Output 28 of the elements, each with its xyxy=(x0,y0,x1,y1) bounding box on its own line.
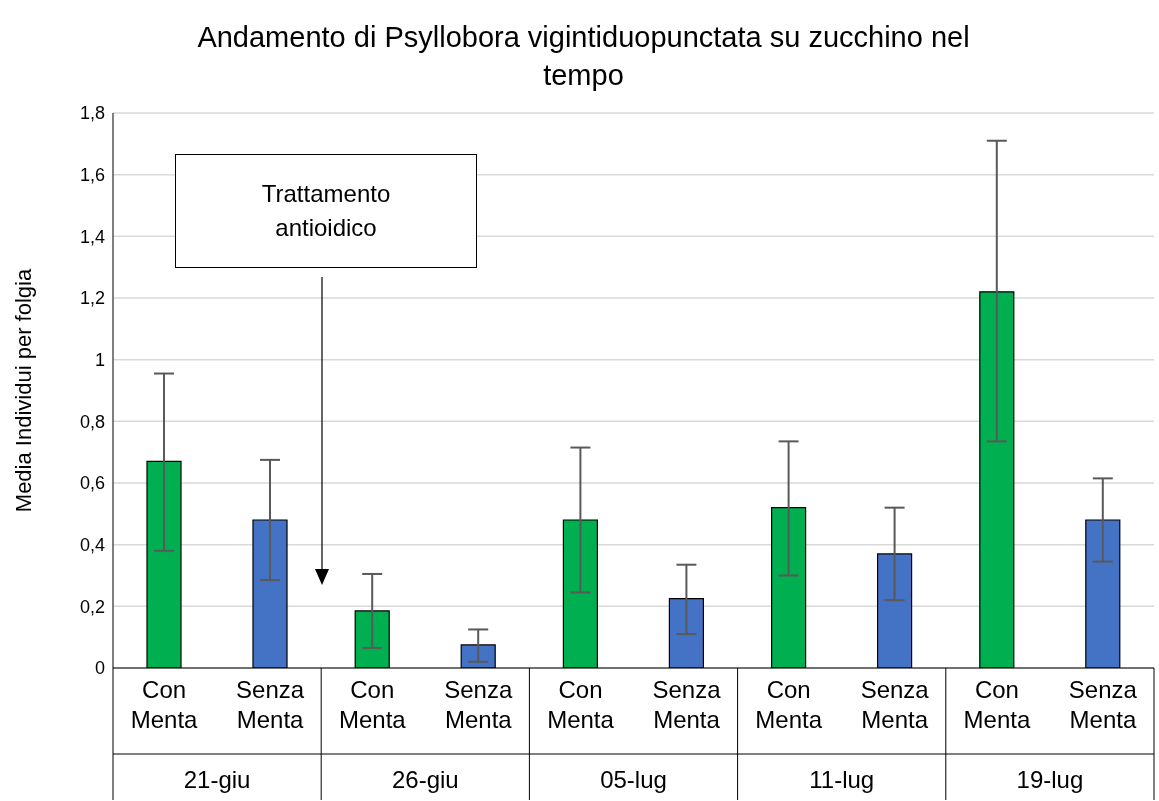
y-tick-label: 1,6 xyxy=(79,165,105,186)
text: Senza Menta xyxy=(860,676,929,733)
y-tick-label: 1 xyxy=(94,350,105,371)
y-axis-title: Media Individui per folgia xyxy=(10,268,36,513)
text: Senza Menta xyxy=(1068,676,1137,733)
callout-box: Trattamento antioidico xyxy=(175,154,477,268)
series-label: Con Menta xyxy=(130,676,199,733)
y-tick-label: 0 xyxy=(94,658,105,679)
x-tick-label: 26-giu xyxy=(391,766,459,793)
text: Con Menta xyxy=(338,676,406,733)
text: Con Menta xyxy=(755,676,823,733)
text: Senza Menta xyxy=(236,676,305,733)
chart-title: Andamento di Psyllobora vigintiduopunctata su zucchino nel tempo xyxy=(196,19,971,93)
y-tick-label: 1,8 xyxy=(79,103,105,124)
series-label: Senza Menta xyxy=(652,676,722,733)
y-tick-label: 0,2 xyxy=(79,596,105,617)
text: Con Menta xyxy=(547,676,614,733)
x-tick-label: 21-giu xyxy=(183,766,251,793)
y-tick-label: 1,2 xyxy=(79,288,105,309)
y-tick-label: 0,4 xyxy=(79,535,105,556)
y-tick-label: 0,8 xyxy=(79,411,105,432)
y-tick-label: 1,4 xyxy=(79,226,105,247)
x-tick-label: 19-lug xyxy=(1016,766,1084,793)
x-tick-label: 05-lug xyxy=(600,766,667,793)
text: Senza Menta xyxy=(444,676,513,733)
text: Con Menta xyxy=(963,676,1031,733)
y-tick-label: 0,6 xyxy=(79,473,105,494)
x-tick-label: 11-lug xyxy=(809,766,875,793)
